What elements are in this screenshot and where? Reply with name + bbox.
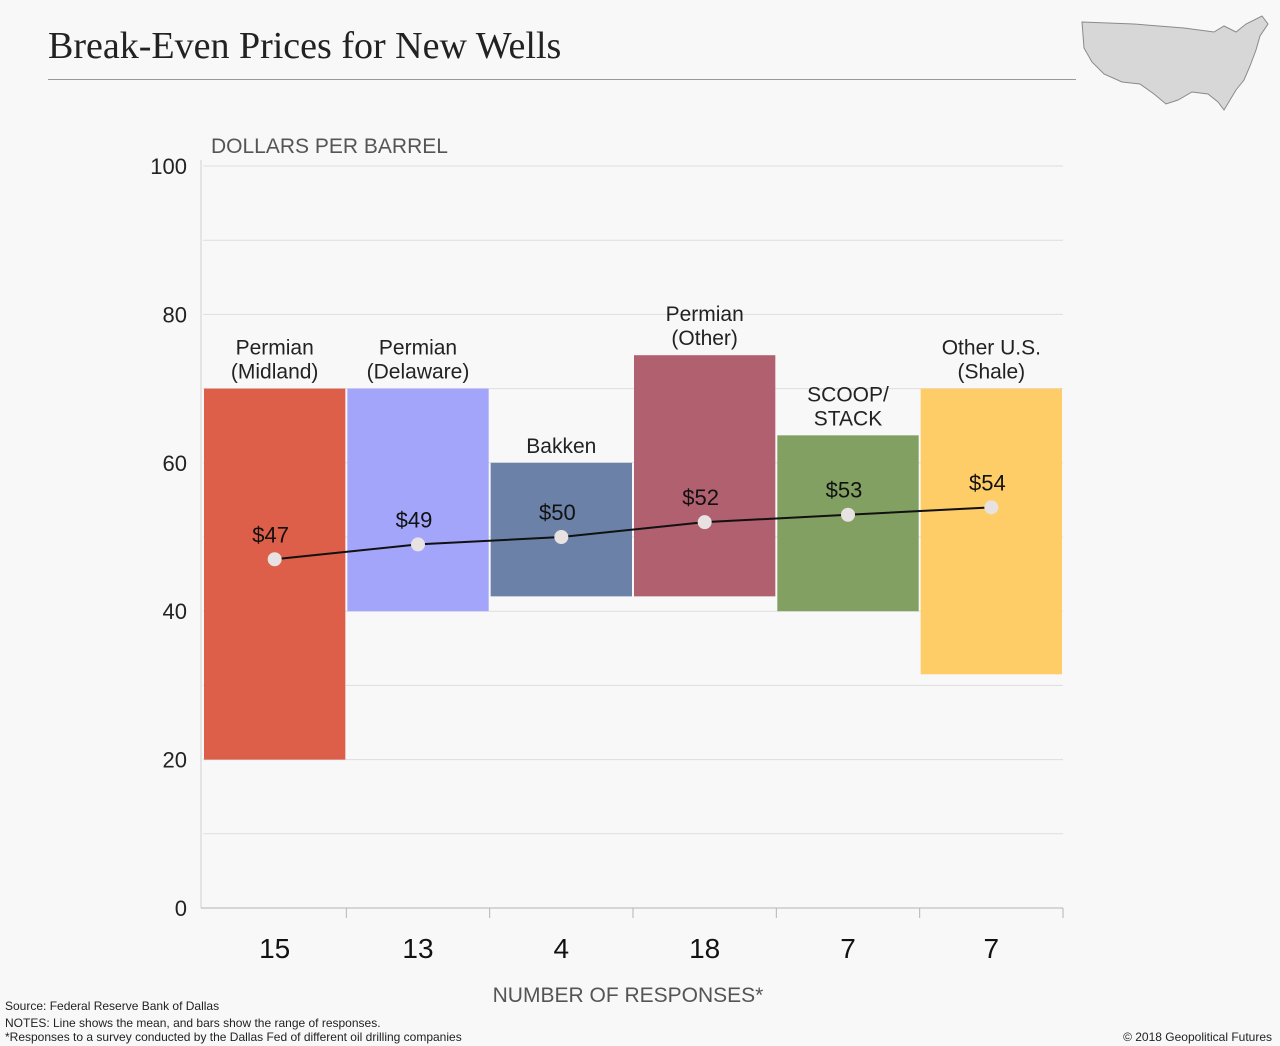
mean-value-label: $47	[252, 522, 289, 547]
y-tick-label: 20	[163, 748, 187, 773]
mean-line: $47 $49 $50 $52 $53 $54	[252, 470, 1006, 567]
y-tick-label: 0	[175, 896, 187, 921]
mean-point	[697, 515, 712, 530]
title-divider	[48, 79, 1076, 80]
range-bar	[634, 355, 776, 597]
copyright-text: © 2018 Geopolitical Futures	[1123, 1030, 1272, 1044]
mean-value-label: $52	[682, 485, 719, 510]
bar-category-label: (Other)	[671, 327, 738, 350]
mean-point	[554, 530, 569, 544]
bar-category-label: SCOOP/	[807, 383, 889, 406]
mean-value-label: $54	[969, 470, 1006, 495]
survey-note: *Responses to a survey conducted by the …	[5, 1030, 462, 1044]
y-axis-title: DOLLARS PER BARREL	[211, 135, 448, 158]
bar-category-label: Permian	[236, 337, 314, 360]
mean-value-label: $53	[826, 478, 863, 503]
bar-category-label: (Midland)	[231, 361, 319, 384]
mean-value-label: $50	[539, 500, 576, 525]
y-tick-label: 60	[163, 451, 187, 476]
range-bar	[777, 435, 919, 612]
range-bar	[490, 462, 632, 597]
response-count-label: 4	[554, 933, 570, 964]
response-count-label: 7	[984, 933, 1000, 964]
notes-text: NOTES: Line shows the mean, and bars sho…	[5, 1016, 381, 1030]
page-title: Break-Even Prices for New Wells	[48, 25, 562, 67]
bar-category-label: (Delaware)	[367, 361, 470, 384]
mean-line-path	[274, 506, 992, 561]
axes: 0 20 40 60 80 100	[150, 154, 1064, 921]
mean-point	[267, 552, 282, 567]
gridlines	[203, 165, 1063, 909]
bar-category-label: STACK	[814, 407, 882, 430]
y-tick-label: 100	[150, 154, 187, 179]
range-bar	[920, 388, 1062, 675]
bar-labels: Permian(Midland)15Permian(Delaware)13Bak…	[231, 303, 1041, 964]
mean-point	[841, 507, 855, 522]
bar-category-label: Permian	[379, 337, 457, 360]
bar-category-label: Permian	[666, 303, 744, 326]
range-bar	[204, 388, 346, 760]
range-bar	[347, 388, 489, 612]
bar-category-label: Bakken	[526, 435, 596, 458]
mean-point	[411, 537, 425, 552]
bar-category-label: (Shale)	[957, 361, 1025, 384]
range-bars	[204, 355, 1062, 760]
response-count-label: 18	[689, 933, 720, 964]
y-tick-label: 40	[163, 599, 187, 624]
mean-point	[984, 500, 999, 515]
response-count-label: 13	[402, 933, 433, 964]
response-count-label: 7	[840, 933, 856, 964]
y-tick-label: 80	[163, 302, 187, 327]
source-note: Source: Federal Reserve Bank of Dallas	[5, 999, 220, 1013]
mean-value-label: $49	[396, 507, 433, 532]
x-axis-title: NUMBER OF RESPONSES*	[493, 984, 764, 1007]
bar-category-label: Other U.S.	[942, 337, 1041, 360]
us-map-icon	[1081, 15, 1269, 111]
response-count-label: 15	[259, 933, 290, 964]
